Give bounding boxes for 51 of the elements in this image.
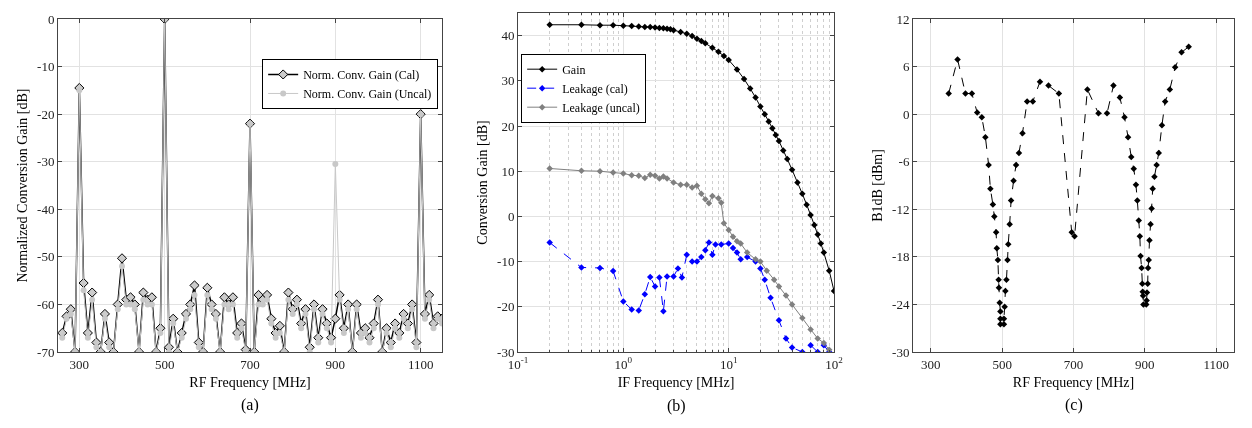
x-tick-label: 900 bbox=[325, 356, 346, 372]
legend-label: Leakage (cal) bbox=[562, 81, 628, 96]
y-tick-label: -30 bbox=[497, 344, 515, 360]
x-tick-label: 300 bbox=[921, 356, 941, 372]
y-tick-label: -60 bbox=[37, 296, 55, 312]
y-tick-label: -20 bbox=[37, 106, 55, 122]
x-tick-label: 700 bbox=[1063, 356, 1084, 372]
x-tick-label: 1100 bbox=[1203, 356, 1229, 372]
y-tick-label: -18 bbox=[892, 249, 910, 265]
text: (a) bbox=[241, 396, 259, 414]
x-tick-label: 10$^{2}$ bbox=[825, 355, 844, 372]
y-tick-label: 10 bbox=[501, 163, 515, 179]
x-axis-title: RF Frequency [MHz] bbox=[189, 374, 311, 390]
y-tick-label: -70 bbox=[37, 344, 55, 360]
y-tick-label: -30 bbox=[37, 154, 55, 170]
y-tick-label: -12 bbox=[892, 201, 910, 217]
y-tick-label: -10 bbox=[37, 59, 55, 75]
x-tick-label: 10$^{1}$ bbox=[719, 355, 738, 372]
legend-label: Leakage (uncal) bbox=[562, 100, 640, 115]
y-tick-label: 0 bbox=[902, 106, 910, 122]
x-axis-title: IF Frequency [MHz] bbox=[617, 374, 735, 390]
x-tick-label: 500 bbox=[154, 356, 175, 372]
y-tick-label: -10 bbox=[497, 254, 515, 270]
y-tick-label: -30 bbox=[892, 344, 910, 360]
y-tick-label: 30 bbox=[501, 73, 515, 89]
y-tick-label: -40 bbox=[37, 201, 55, 217]
x-tick-label: 10$^{0}$ bbox=[614, 355, 633, 372]
text: (c) bbox=[1065, 396, 1083, 414]
y-tick-label: 6 bbox=[902, 59, 910, 75]
y-tick-label: 20 bbox=[501, 118, 515, 134]
y-tick-label: -20 bbox=[497, 299, 515, 315]
x-tick-label: 300 bbox=[69, 356, 90, 372]
x-tick-label: 900 bbox=[1135, 356, 1155, 372]
y-tick-label: 0 bbox=[507, 208, 515, 224]
y-tick-label: 40 bbox=[501, 28, 515, 44]
y-tick-label: -50 bbox=[37, 249, 55, 265]
y-tick-label: -6 bbox=[898, 154, 910, 170]
y-tick-label: -24 bbox=[892, 296, 910, 312]
y-tick-label: 12 bbox=[896, 11, 910, 27]
legend-label: Norm. Conv. Gain (Cal) bbox=[303, 68, 420, 83]
legend-label: Gain bbox=[562, 62, 586, 77]
x-tick-label: 500 bbox=[992, 356, 1012, 372]
x-tick-label: 700 bbox=[240, 356, 260, 372]
x-tick-label: 1100 bbox=[407, 356, 434, 372]
legend-label: Norm. Conv. Gain (Uncal) bbox=[303, 87, 432, 102]
x-axis-title: RF Frequency [MHz] bbox=[1012, 374, 1135, 390]
text: (b) bbox=[667, 397, 686, 415]
y-axis-title: Conversion Gain [dB] bbox=[474, 120, 490, 245]
y-axis-title: B1dB [dBm] bbox=[869, 149, 885, 222]
y-tick-label: 0 bbox=[47, 11, 55, 27]
y-axis-title: Normalized Conversion Gain [dB] bbox=[14, 88, 30, 283]
